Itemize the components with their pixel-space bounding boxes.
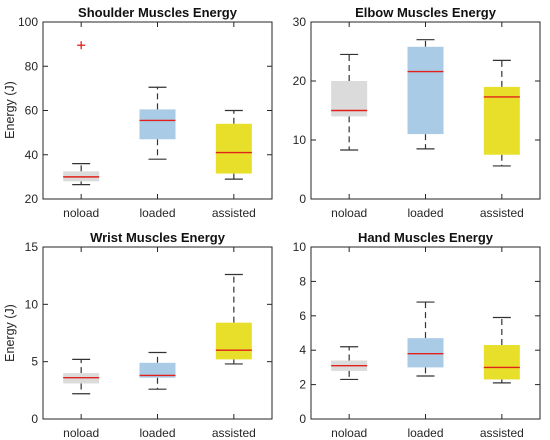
outlier-marker bbox=[77, 41, 86, 50]
x-tick-label-assisted: assisted bbox=[480, 206, 524, 220]
y-tick-label: 10 bbox=[293, 133, 307, 147]
y-tick-label: 10 bbox=[293, 240, 307, 254]
y-tick-label: 6 bbox=[299, 309, 306, 323]
chart-title: Shoulder Muscles Energy bbox=[78, 5, 238, 20]
iqr-box bbox=[407, 46, 444, 135]
box-noload bbox=[63, 358, 100, 395]
box-assisted bbox=[215, 109, 252, 180]
x-tick-label-noload: noload bbox=[63, 426, 99, 440]
y-tick-label: 80 bbox=[25, 59, 39, 73]
y-axis-label: Energy (J) bbox=[3, 81, 17, 139]
chart-panel-0: Shoulder Muscles Energy Energy (J) 20 40 60 8… bbox=[3, 5, 273, 220]
x-tick-label-assisted: assisted bbox=[212, 206, 256, 220]
y-tick-label: 20 bbox=[293, 74, 307, 88]
y-tick-label: 0 bbox=[299, 192, 306, 206]
iqr-box bbox=[139, 109, 176, 140]
iqr-box bbox=[139, 362, 176, 378]
y-tick-label: 8 bbox=[299, 274, 306, 288]
chart-title: Hand Muscles Energy bbox=[358, 230, 494, 245]
box-noload bbox=[331, 53, 368, 151]
y-tick-label: 2 bbox=[299, 378, 306, 392]
y-tick-label: 20 bbox=[25, 192, 39, 206]
x-tick-label-noload: noload bbox=[331, 426, 367, 440]
iqr-box bbox=[407, 338, 444, 368]
chart-panel-3: Hand Muscles Energy 0 2 4 6 8 10 noload loaded as… bbox=[293, 230, 541, 440]
y-tick-label: 15 bbox=[25, 240, 39, 254]
y-tick-label: 30 bbox=[293, 15, 307, 29]
box-noload bbox=[331, 346, 368, 381]
y-tick-label: 60 bbox=[25, 104, 39, 118]
y-tick-label: 0 bbox=[31, 412, 38, 426]
x-tick-label-loaded: loaded bbox=[407, 426, 443, 440]
iqr-box bbox=[215, 322, 252, 360]
box-noload bbox=[63, 41, 100, 186]
x-tick-label-assisted: assisted bbox=[480, 426, 524, 440]
x-tick-label-loaded: loaded bbox=[139, 426, 175, 440]
y-tick-label: 0 bbox=[299, 412, 306, 426]
box-assisted bbox=[483, 59, 520, 167]
y-tick-label: 10 bbox=[25, 297, 39, 311]
chart-panel-2: Wrist Muscles Energy Energy (J) 0 5 10 15 nolo… bbox=[3, 230, 273, 440]
chart-title: Elbow Muscles Energy bbox=[355, 5, 497, 20]
y-tick-label: 5 bbox=[31, 355, 38, 369]
box-loaded bbox=[139, 86, 176, 160]
y-tick-label: 4 bbox=[299, 343, 306, 357]
x-tick-label-noload: noload bbox=[331, 206, 367, 220]
chart-panel-1: Elbow Muscles Energy 0 10 20 30 noload loaded a… bbox=[293, 5, 541, 220]
box-loaded bbox=[139, 351, 176, 390]
x-tick-label-assisted: assisted bbox=[212, 426, 256, 440]
chart-title: Wrist Muscles Energy bbox=[90, 230, 226, 245]
box-loaded bbox=[407, 39, 444, 150]
box-loaded bbox=[407, 301, 444, 377]
box-assisted bbox=[483, 316, 520, 384]
y-tick-label: 100 bbox=[18, 15, 38, 29]
y-tick-label: 40 bbox=[25, 148, 39, 162]
box-assisted bbox=[215, 273, 252, 365]
iqr-box bbox=[215, 123, 252, 174]
x-tick-label-noload: noload bbox=[63, 206, 99, 220]
y-axis-label: Energy (J) bbox=[3, 304, 17, 362]
iqr-box bbox=[483, 345, 520, 380]
iqr-box bbox=[483, 86, 520, 155]
x-tick-label-loaded: loaded bbox=[139, 206, 175, 220]
x-tick-label-loaded: loaded bbox=[407, 206, 443, 220]
